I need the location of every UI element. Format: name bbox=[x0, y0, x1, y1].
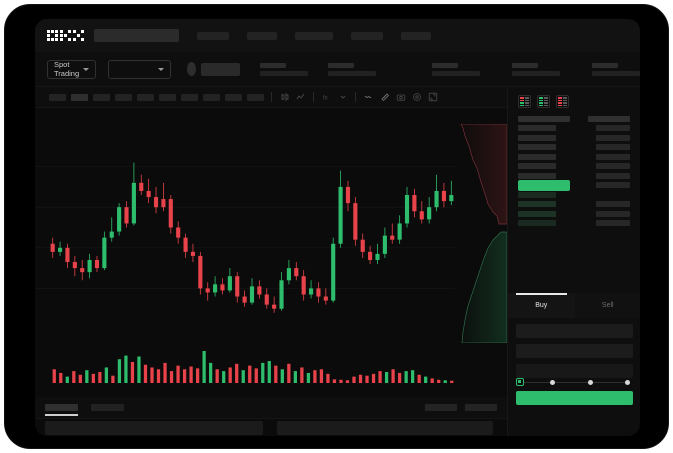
table-row[interactable] bbox=[518, 152, 630, 162]
bottom-panel-left[interactable] bbox=[45, 421, 263, 435]
order-book[interactable] bbox=[508, 114, 640, 228]
stat-2 bbox=[327, 62, 376, 76]
fullscreen-icon[interactable] bbox=[427, 92, 438, 103]
table-row[interactable] bbox=[518, 162, 630, 172]
sub-header: Spot Trading bbox=[35, 52, 640, 87]
interval-9[interactable] bbox=[225, 93, 242, 101]
order-form bbox=[508, 318, 640, 390]
chevron-down-icon bbox=[157, 67, 164, 71]
bottom-tab-bar bbox=[35, 397, 507, 419]
table-row[interactable] bbox=[518, 209, 630, 219]
pair-name-placeholder bbox=[200, 62, 240, 76]
bottom-action-2[interactable] bbox=[465, 404, 497, 411]
open-orders-tab[interactable] bbox=[45, 404, 78, 416]
tab-sell[interactable]: Sell bbox=[601, 302, 614, 309]
percent-slider[interactable] bbox=[516, 377, 633, 387]
ruler-icon[interactable] bbox=[379, 92, 390, 103]
order-book-header bbox=[518, 114, 630, 124]
slider-step-75[interactable] bbox=[625, 379, 630, 385]
line-chart-icon[interactable] bbox=[295, 92, 306, 103]
candlestick-chart[interactable] bbox=[35, 108, 507, 343]
stat-5 bbox=[591, 62, 640, 76]
tab-buy[interactable]: Buy bbox=[508, 293, 575, 318]
bottom-panels bbox=[35, 419, 507, 436]
price-field[interactable] bbox=[516, 324, 633, 338]
chevron-down-icon bbox=[83, 67, 90, 71]
nav-item-3[interactable] bbox=[295, 31, 333, 40]
settings-icon[interactable] bbox=[411, 92, 422, 103]
toolbar-divider bbox=[271, 92, 272, 102]
orderbook-buy-icon[interactable] bbox=[537, 95, 550, 108]
table-row[interactable] bbox=[518, 133, 630, 143]
interval-2[interactable] bbox=[71, 93, 88, 101]
interval-10[interactable] bbox=[247, 93, 264, 101]
amount-field[interactable] bbox=[516, 344, 633, 358]
table-row[interactable] bbox=[518, 190, 630, 200]
table-row[interactable] bbox=[518, 143, 630, 153]
volume-histogram-svg bbox=[52, 351, 454, 383]
depth-chart-overlay bbox=[460, 124, 507, 343]
market-type-select[interactable]: Spot Trading bbox=[47, 59, 97, 79]
market-type-label: Spot Trading bbox=[54, 60, 80, 78]
table-row[interactable] bbox=[518, 219, 630, 229]
bottom-action-1[interactable] bbox=[425, 404, 457, 411]
slider-step-25[interactable] bbox=[550, 379, 555, 385]
device-screen: Spot Trading bbox=[35, 19, 640, 436]
interval-4[interactable] bbox=[115, 93, 132, 101]
slider-step-50[interactable] bbox=[588, 379, 593, 385]
nav-item-4[interactable] bbox=[351, 31, 383, 40]
table-row[interactable] bbox=[518, 171, 630, 181]
bottom-panel-right[interactable] bbox=[277, 421, 493, 435]
interval-7[interactable] bbox=[181, 93, 198, 101]
slider-track bbox=[520, 381, 629, 383]
nav-item-5[interactable] bbox=[401, 31, 431, 40]
nav-item-1[interactable] bbox=[197, 31, 229, 40]
order-form-tabs: Buy Sell bbox=[508, 293, 640, 318]
indicator-icon[interactable]: fx bbox=[321, 92, 332, 103]
stat-4 bbox=[511, 62, 560, 76]
order-book-spread-row[interactable] bbox=[518, 179, 630, 191]
orderbook-sell-icon[interactable] bbox=[556, 95, 569, 108]
chart-toolbar: fx bbox=[35, 87, 507, 108]
svg-text:fx: fx bbox=[323, 96, 328, 102]
toolbar-divider bbox=[313, 92, 314, 102]
wave-icon[interactable] bbox=[363, 92, 374, 103]
candlestick-chart-svg bbox=[35, 162, 455, 313]
interval-6[interactable] bbox=[159, 93, 176, 101]
table-row[interactable] bbox=[518, 124, 630, 134]
pair-select[interactable] bbox=[108, 59, 171, 79]
interval-1[interactable] bbox=[49, 93, 66, 101]
candlestick-icon[interactable] bbox=[279, 92, 290, 103]
top-nav bbox=[35, 19, 640, 52]
stat-1 bbox=[259, 62, 308, 76]
logo-glyph-x bbox=[73, 30, 84, 41]
slider-step-0[interactable] bbox=[516, 378, 524, 386]
total-field[interactable] bbox=[516, 364, 633, 378]
logo-glyph-o bbox=[47, 30, 58, 41]
chevron-down-icon[interactable] bbox=[337, 92, 348, 103]
interval-8[interactable] bbox=[203, 93, 220, 101]
interval-5[interactable] bbox=[137, 93, 154, 101]
orderbook-mode-switcher bbox=[508, 87, 640, 114]
orderbook-both-icon[interactable] bbox=[518, 95, 531, 108]
stat-3 bbox=[431, 62, 480, 76]
toolbar-divider bbox=[355, 92, 356, 102]
global-search-input[interactable] bbox=[94, 29, 179, 42]
table-row[interactable] bbox=[518, 200, 630, 210]
volume-histogram bbox=[35, 343, 507, 397]
submit-order-button[interactable] bbox=[516, 391, 633, 405]
order-history-tab[interactable] bbox=[91, 404, 124, 411]
logo-glyph-k bbox=[60, 30, 71, 41]
chart-candles bbox=[50, 162, 454, 313]
device-frame: Spot Trading bbox=[4, 4, 669, 449]
order-panel: Buy Sell bbox=[507, 87, 640, 436]
pair-avatar bbox=[186, 62, 196, 76]
interval-3[interactable] bbox=[93, 93, 110, 101]
camera-icon[interactable] bbox=[395, 92, 406, 103]
okx-logo[interactable] bbox=[47, 29, 84, 42]
nav-item-2[interactable] bbox=[247, 31, 277, 40]
